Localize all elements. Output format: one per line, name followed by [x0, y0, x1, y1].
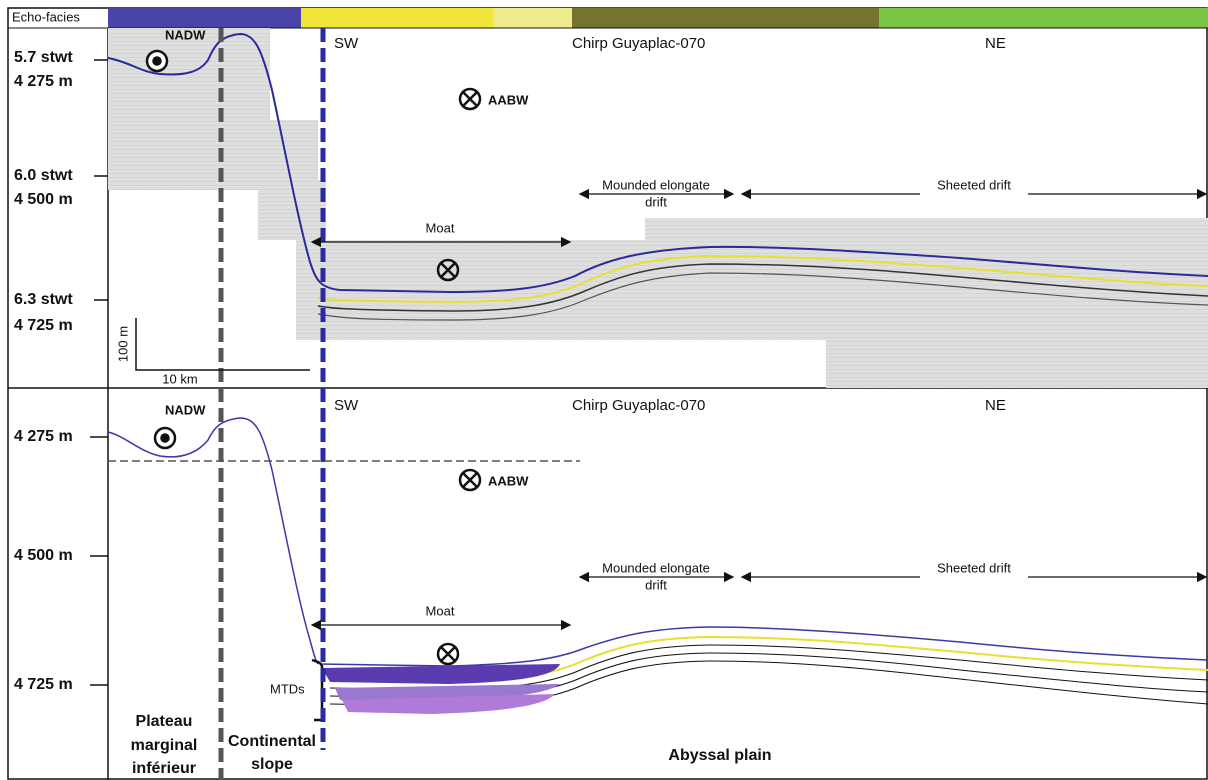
- seismic-image-part: [826, 330, 1208, 388]
- echo-facies-bar-part: [572, 8, 879, 28]
- scale-bar-part: [136, 318, 310, 370]
- profile-name: Chirp Guyaplac-070: [572, 35, 705, 52]
- echo-facies-bar-part: [879, 8, 1208, 28]
- feature-label: Sheeted drift: [937, 177, 1011, 192]
- province-label: Plateau: [136, 713, 193, 730]
- profile-start: SW: [334, 35, 359, 52]
- feature-label: Mounded elongate: [602, 560, 710, 575]
- depth-label: 4 275 m: [14, 73, 73, 90]
- water-mass: NADW: [165, 402, 206, 417]
- depth-label: 6.3 stwt: [14, 291, 73, 308]
- echo-facies-bar-part: [108, 8, 301, 28]
- depth-label: 4 500 m: [14, 547, 73, 564]
- flow-symbols-part: [162, 435, 169, 442]
- echo-facies-label: Echo-facies: [12, 9, 80, 24]
- scale-bar: [136, 318, 310, 370]
- depth-ticks: [90, 60, 108, 685]
- feature-label: drift: [645, 194, 667, 209]
- water-mass: NADW: [165, 27, 206, 42]
- depth-label: 4 725 m: [14, 676, 73, 693]
- scale-label: 100 m: [115, 326, 130, 362]
- water-mass: AABW: [488, 92, 529, 107]
- profile-end: NE: [985, 397, 1006, 414]
- echo-facies-bar-part: [301, 8, 493, 28]
- depth-label: 5.7 stwt: [14, 49, 73, 66]
- province-label: inférieur: [132, 760, 196, 777]
- mtd-bodies-part: [322, 664, 560, 684]
- mtds-label: MTDs: [270, 681, 305, 696]
- profile-name: Chirp Guyaplac-070: [572, 397, 705, 414]
- province-label: Continental: [228, 733, 316, 750]
- echo-facies-bar-part: [493, 8, 572, 28]
- depth-label: 6.0 stwt: [14, 167, 73, 184]
- depth-label: 4 500 m: [14, 191, 73, 208]
- figure: Echo-facies: [0, 0, 1208, 780]
- seismic-image-part: [645, 218, 1208, 340]
- bottom-reflectors-part: [108, 418, 318, 664]
- province-label: Abyssal plain: [668, 747, 771, 764]
- profile-end: NE: [985, 35, 1006, 52]
- mtd-bodies: [312, 660, 560, 720]
- echo-facies-bar: [8, 8, 1208, 28]
- depth-label: 4 275 m: [14, 428, 73, 445]
- depth-label: 4 725 m: [14, 317, 73, 334]
- feature-label: Moat: [426, 220, 455, 235]
- feature-label: drift: [645, 577, 667, 592]
- flow-symbols-part: [463, 473, 477, 487]
- province-label: marginal: [131, 737, 198, 754]
- feature-label: Sheeted drift: [937, 560, 1011, 575]
- flow-symbols-part: [154, 58, 161, 65]
- scale-label: 10 km: [162, 371, 197, 386]
- flow-symbols-part: [441, 647, 455, 661]
- province-label: slope: [251, 756, 293, 773]
- profile-start: SW: [334, 397, 359, 414]
- flow-symbols-part: [463, 92, 477, 106]
- feature-label: Moat: [426, 603, 455, 618]
- water-mass: AABW: [488, 473, 529, 488]
- feature-label: Mounded elongate: [602, 177, 710, 192]
